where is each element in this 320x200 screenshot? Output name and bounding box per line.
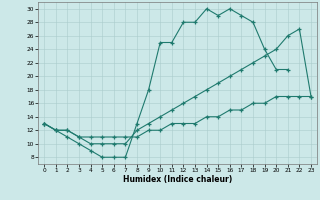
X-axis label: Humidex (Indice chaleur): Humidex (Indice chaleur) [123,175,232,184]
